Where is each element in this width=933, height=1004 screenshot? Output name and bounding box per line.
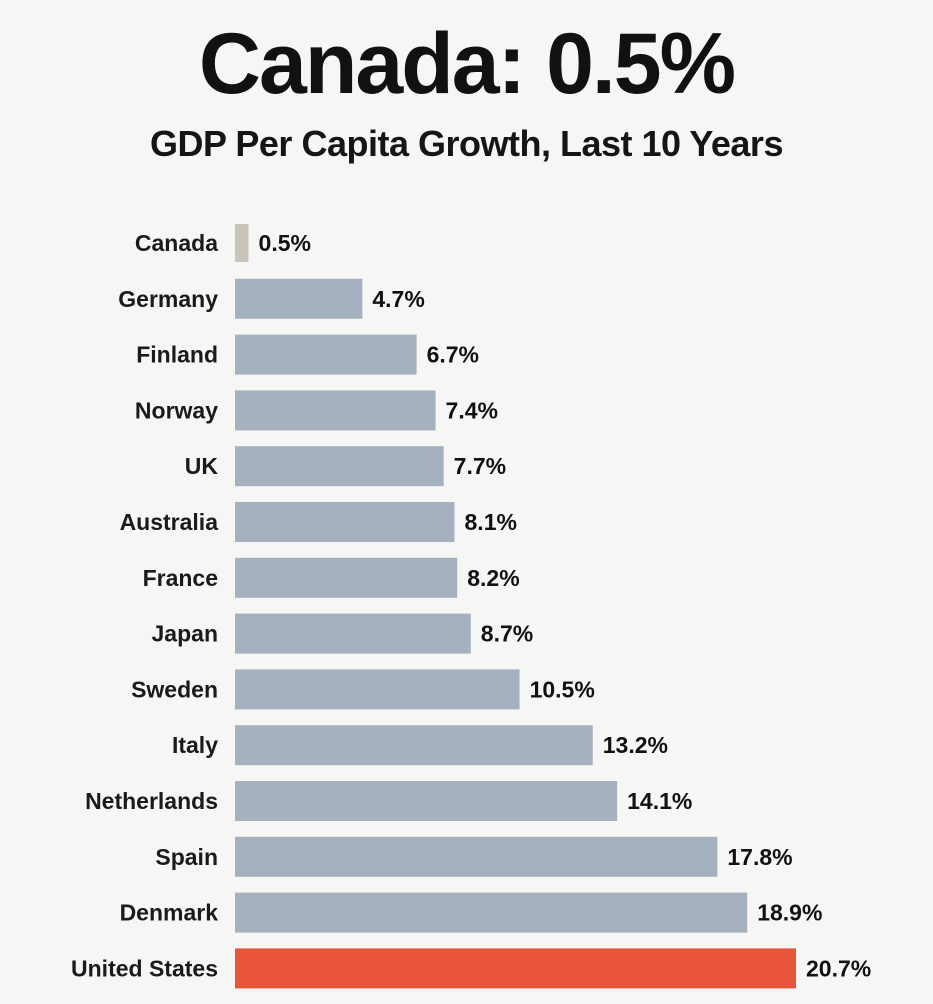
bar-norway xyxy=(235,390,436,431)
bar-italy xyxy=(235,725,593,766)
value-label-united-states: 20.7% xyxy=(806,955,871,981)
value-label-finland: 6.7% xyxy=(427,342,479,368)
category-label-germany: Germany xyxy=(118,286,218,312)
category-label-canada: Canada xyxy=(135,230,218,256)
value-label-sweden: 10.5% xyxy=(530,676,595,702)
value-label-spain: 17.8% xyxy=(727,844,792,870)
bar-finland xyxy=(235,334,417,375)
category-label-italy: Italy xyxy=(172,732,218,758)
bar-denmark xyxy=(235,892,748,933)
category-label-sweden: Sweden xyxy=(131,676,218,702)
bar-germany xyxy=(235,278,363,319)
category-label-united-states: United States xyxy=(71,955,218,981)
value-label-canada: 0.5% xyxy=(259,230,311,256)
chart-title: Canada: 0.5% xyxy=(198,16,736,112)
category-label-denmark: Denmark xyxy=(120,900,219,926)
chart-subtitle: GDP Per Capita Growth, Last 10 Years xyxy=(150,123,783,164)
bar-japan xyxy=(235,613,471,654)
category-label-france: France xyxy=(143,565,218,591)
bar-netherlands xyxy=(235,781,618,821)
category-label-uk: UK xyxy=(185,453,219,479)
category-label-spain: Spain xyxy=(155,844,218,870)
value-label-italy: 13.2% xyxy=(603,732,668,758)
value-label-germany: 4.7% xyxy=(372,286,424,312)
bar-uk xyxy=(235,446,444,487)
value-label-uk: 7.7% xyxy=(454,453,506,479)
value-label-denmark: 18.9% xyxy=(757,900,822,926)
value-label-australia: 8.1% xyxy=(465,509,517,535)
bar-united-states xyxy=(235,948,796,989)
value-label-france: 8.2% xyxy=(467,565,519,591)
category-label-japan: Japan xyxy=(152,621,218,647)
value-label-norway: 7.4% xyxy=(446,397,498,423)
bar-sweden xyxy=(235,669,520,710)
bar-france xyxy=(235,557,458,598)
category-label-netherlands: Netherlands xyxy=(85,788,218,814)
value-label-japan: 8.7% xyxy=(481,621,533,647)
category-label-finland: Finland xyxy=(136,342,218,368)
bar-canada xyxy=(235,224,249,262)
category-label-norway: Norway xyxy=(135,397,218,423)
category-label-australia: Australia xyxy=(120,509,219,535)
bar-australia xyxy=(235,502,455,542)
bar-spain xyxy=(235,836,718,877)
value-label-netherlands: 14.1% xyxy=(627,788,692,814)
